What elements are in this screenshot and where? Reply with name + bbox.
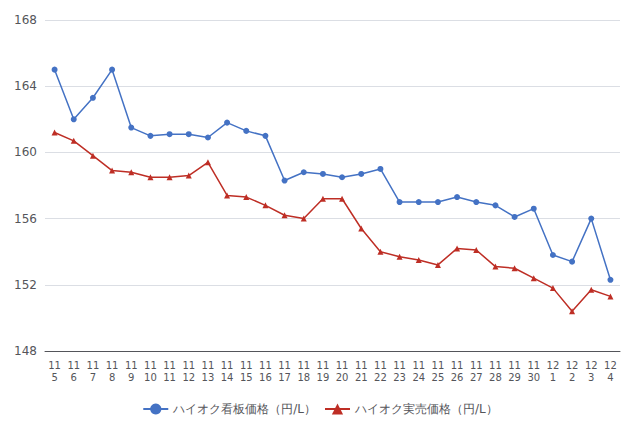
svg-text:160: 160 [14,145,37,159]
svg-text:23: 23 [393,372,406,383]
svg-text:156: 156 [14,212,37,226]
svg-text:11: 11 [163,360,176,371]
svg-text:11: 11 [278,360,291,371]
svg-text:29: 29 [508,372,521,383]
svg-text:28: 28 [489,372,502,383]
svg-text:11: 11 [412,360,425,371]
svg-text:12: 12 [566,360,579,371]
svg-text:11: 11 [48,360,61,371]
svg-text:11: 11 [508,360,521,371]
svg-text:12: 12 [604,360,617,371]
svg-text:11: 11 [240,360,253,371]
svg-text:11: 11 [317,360,330,371]
svg-text:17: 17 [278,372,291,383]
svg-text:8: 8 [109,372,115,383]
svg-text:10: 10 [144,372,157,383]
svg-text:20: 20 [336,372,349,383]
svg-text:164: 164 [14,79,37,93]
svg-text:1: 1 [550,372,556,383]
svg-text:12: 12 [182,372,195,383]
svg-text:4: 4 [607,372,613,383]
svg-text:11: 11 [489,360,502,371]
svg-text:3: 3 [588,372,594,383]
svg-text:11: 11 [106,360,119,371]
svg-text:ハイオク看板価格（円/L）: ハイオク看板価格（円/L） [172,402,316,416]
svg-text:11: 11 [527,360,540,371]
svg-text:11: 11 [432,360,445,371]
svg-text:5: 5 [51,372,57,383]
svg-text:11: 11 [221,360,234,371]
svg-text:24: 24 [412,372,425,383]
svg-text:12: 12 [585,360,598,371]
svg-text:168: 168 [14,13,37,27]
svg-text:16: 16 [259,372,272,383]
svg-text:ハイオク実売価格（円/L）: ハイオク実売価格（円/L） [354,402,498,416]
svg-text:6: 6 [71,372,77,383]
svg-text:15: 15 [240,372,253,383]
svg-text:18: 18 [297,372,310,383]
svg-text:11: 11 [259,360,272,371]
svg-text:152: 152 [14,278,37,292]
svg-text:11: 11 [374,360,387,371]
svg-text:25: 25 [432,372,445,383]
svg-text:30: 30 [527,372,540,383]
svg-text:7: 7 [90,372,96,383]
svg-text:11: 11 [451,360,464,371]
svg-text:13: 13 [202,372,215,383]
svg-text:2: 2 [569,372,575,383]
svg-text:11: 11 [163,372,176,383]
svg-text:11: 11 [336,360,349,371]
svg-text:26: 26 [451,372,464,383]
svg-text:11: 11 [87,360,100,371]
svg-text:11: 11 [297,360,310,371]
svg-text:22: 22 [374,372,387,383]
svg-text:11: 11 [393,360,406,371]
svg-text:14: 14 [221,372,234,383]
svg-text:148: 148 [14,344,37,358]
svg-text:12: 12 [547,360,560,371]
svg-text:27: 27 [470,372,483,383]
svg-text:11: 11 [67,360,80,371]
svg-text:21: 21 [355,372,368,383]
svg-text:19: 19 [317,372,330,383]
svg-text:11: 11 [355,360,368,371]
svg-text:11: 11 [182,360,195,371]
svg-text:11: 11 [125,360,138,371]
svg-text:11: 11 [144,360,157,371]
svg-text:11: 11 [202,360,215,371]
svg-text:9: 9 [128,372,134,383]
svg-text:11: 11 [470,360,483,371]
